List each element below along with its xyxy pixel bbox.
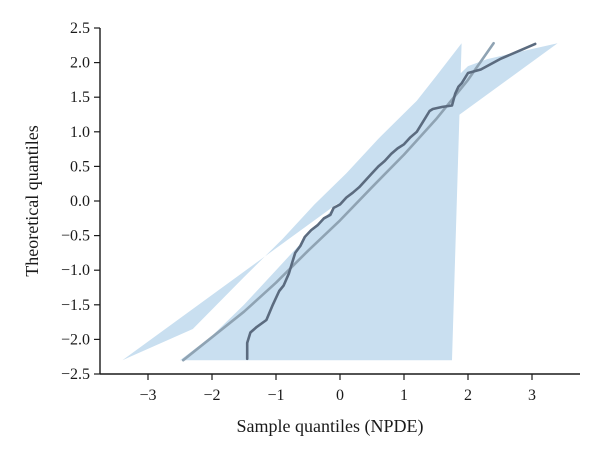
y-tick-label: 2.5 [70, 20, 90, 37]
y-tick-label: −1.5 [61, 297, 90, 314]
y-tick-label: 2.0 [70, 55, 90, 72]
y-tick-label: −2.0 [61, 331, 90, 348]
x-axis-ticks: −3 −2 −1 0 1 2 3 [139, 374, 536, 404]
plot-area [122, 41, 558, 362]
y-tick-label: 1.5 [70, 89, 90, 106]
y-tick-label: 1.0 [70, 124, 90, 141]
y-tick-label: 0.5 [70, 158, 90, 175]
x-tick-label: 1 [400, 387, 408, 404]
x-tick-label: −1 [267, 387, 284, 404]
prediction-band [122, 43, 558, 361]
reference-line [181, 41, 495, 362]
y-axis-ticks: −2.5 −2.0 −1.5 −1.0 −0.5 0.0 0.5 1.0 1.5 2.0 2.5 [61, 20, 100, 383]
x-tick-label: 0 [336, 387, 344, 404]
x-tick-label: 2 [464, 387, 472, 404]
y-tick-label: −0.5 [61, 228, 90, 245]
y-tick-label: 0.0 [70, 193, 90, 210]
y-tick-label: −2.5 [61, 366, 90, 383]
x-tick-label: −2 [203, 387, 220, 404]
y-axis-label: Theoretical quantiles [22, 125, 42, 276]
x-tick-label: −3 [139, 387, 156, 404]
x-tick-label: 3 [528, 387, 536, 404]
x-axis-label: Sample quantiles (NPDE) [237, 416, 424, 437]
observed-quantile-line [245, 42, 537, 361]
y-tick-label: −1.0 [61, 262, 90, 279]
